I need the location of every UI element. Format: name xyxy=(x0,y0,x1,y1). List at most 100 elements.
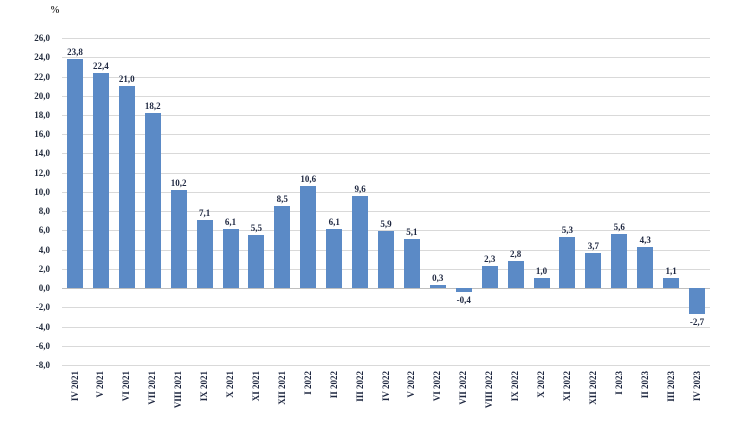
x-axis-label: IV 2022 xyxy=(380,371,391,402)
y-tick-label: 14,0 xyxy=(34,148,50,159)
bar-value-label: 8,5 xyxy=(276,194,288,205)
bar xyxy=(248,235,265,289)
x-axis-label: X 2021 xyxy=(225,371,235,398)
bar xyxy=(585,252,602,289)
plot-area: 23,8 22,4 21,0 18,2 10,2 7,1 6,1 5,5 8,5 10,6 6,1 9… xyxy=(62,38,710,366)
y-tick-label: 22,0 xyxy=(34,71,50,82)
bar-value-label: 23,8 xyxy=(67,47,83,58)
bar xyxy=(118,86,135,289)
gridline xyxy=(62,345,710,347)
bar xyxy=(92,72,109,288)
bar xyxy=(663,277,680,289)
y-tick-label: 4,0 xyxy=(38,244,50,255)
y-tick-label: 2,0 xyxy=(38,263,50,274)
bar xyxy=(559,237,576,289)
bar-value-label: -0,4 xyxy=(456,294,471,305)
x-axis-label: V 2022 xyxy=(406,371,417,398)
bar xyxy=(144,113,161,288)
y-tick-label: 0,0 xyxy=(38,283,50,294)
bar xyxy=(222,229,239,289)
gridline xyxy=(62,95,710,97)
y-tick-label: -6,0 xyxy=(35,340,50,351)
gridline xyxy=(62,326,710,328)
y-axis: 26,0 24,0 22,0 20,0 18,0 16,0 14,0 12,0 10,0 8,0 6… xyxy=(0,33,50,370)
bar-value-label: 18,2 xyxy=(144,101,161,111)
gridline xyxy=(62,134,710,136)
bar xyxy=(689,288,705,315)
bar-value-label: 5,1 xyxy=(406,227,418,237)
y-tick-label: -8,0 xyxy=(35,360,50,370)
bar-value-label: 5,6 xyxy=(613,222,625,233)
bar-value-label: 4,3 xyxy=(639,234,651,245)
x-axis-label: VIII 2021 xyxy=(173,371,184,409)
bar-value-label: 5,5 xyxy=(250,223,263,234)
y-axis-unit-label: % xyxy=(50,5,60,16)
bar-value-label: 21,0 xyxy=(118,74,135,85)
bar xyxy=(455,288,472,292)
y-tick-label: 24,0 xyxy=(34,52,50,63)
y-tick-label: 12,0 xyxy=(34,167,50,178)
gridline xyxy=(62,57,710,59)
x-axis-label: XII 2021 xyxy=(276,371,287,405)
bar xyxy=(403,239,420,288)
gridline xyxy=(62,114,710,116)
x-axis-label: VII 2021 xyxy=(147,371,158,405)
x-axis-label: III 2023 xyxy=(665,371,676,402)
y-tick-label: 16,0 xyxy=(34,129,50,140)
gridline xyxy=(62,172,710,174)
x-axis-label: IV 2023 xyxy=(691,371,702,402)
x-axis-label: VI 2022 xyxy=(432,371,443,402)
bar xyxy=(533,278,550,288)
bar-value-label: 2,8 xyxy=(509,249,522,260)
bar xyxy=(507,261,524,288)
bar-value-label: 5,9 xyxy=(380,219,392,230)
bar-value-label: 3,7 xyxy=(587,240,600,251)
x-axis-label: XI 2022 xyxy=(561,371,572,402)
bar xyxy=(637,246,654,289)
bar-value-label: -2,7 xyxy=(689,317,705,327)
gridline xyxy=(62,38,710,39)
x-axis-label: I 2023 xyxy=(613,371,624,395)
bar-value-label: 22,4 xyxy=(93,60,109,71)
gridline xyxy=(62,365,710,366)
y-tick-label: -4,0 xyxy=(35,321,50,332)
gridline xyxy=(62,76,710,78)
bar xyxy=(378,231,394,288)
x-axis-label: V 2021 xyxy=(95,371,106,398)
x-axis-label: II 2022 xyxy=(328,371,339,399)
y-tick-label: 10,0 xyxy=(34,186,50,197)
bar xyxy=(352,195,369,288)
bar-value-label: 2,3 xyxy=(484,253,496,264)
gridline xyxy=(62,211,710,213)
x-axis-label: I 2022 xyxy=(302,371,313,395)
bar xyxy=(67,59,83,289)
bar xyxy=(611,234,628,289)
bar-value-label: 1,1 xyxy=(665,265,677,276)
x-axis-label: II 2023 xyxy=(639,371,650,399)
y-tick-label: 20,0 xyxy=(34,90,50,101)
bar-value-label: 10,2 xyxy=(170,178,187,188)
x-axis-label: X 2022 xyxy=(536,371,546,398)
y-tick-label: -2,0 xyxy=(35,302,50,313)
x-axis-label: IV 2021 xyxy=(69,371,80,402)
bar-value-label: 5,3 xyxy=(561,225,574,236)
y-tick-label: 26,0 xyxy=(34,33,50,43)
y-tick-label: 18,0 xyxy=(34,109,50,120)
bar-value-label: 6,1 xyxy=(224,217,237,228)
bar-value-label: 1,0 xyxy=(535,266,548,277)
x-axis-label: VII 2022 xyxy=(458,371,469,405)
x-axis: IV 2021 V 2021 VI 2021 VII 2021 VIII 2021 IX … xyxy=(62,371,710,441)
bar xyxy=(196,219,213,289)
gridline xyxy=(62,153,710,155)
gridline xyxy=(62,307,710,309)
bar-value-label: 0,3 xyxy=(432,273,444,284)
x-axis-label: VI 2021 xyxy=(121,371,132,402)
bar xyxy=(481,265,498,288)
bar xyxy=(326,229,343,289)
x-axis-label: VIII 2022 xyxy=(484,371,495,409)
zero-gridline xyxy=(62,288,710,290)
bar xyxy=(300,186,317,288)
x-axis-label: IX 2022 xyxy=(510,371,521,402)
bar-value-label: 10,6 xyxy=(300,174,317,185)
